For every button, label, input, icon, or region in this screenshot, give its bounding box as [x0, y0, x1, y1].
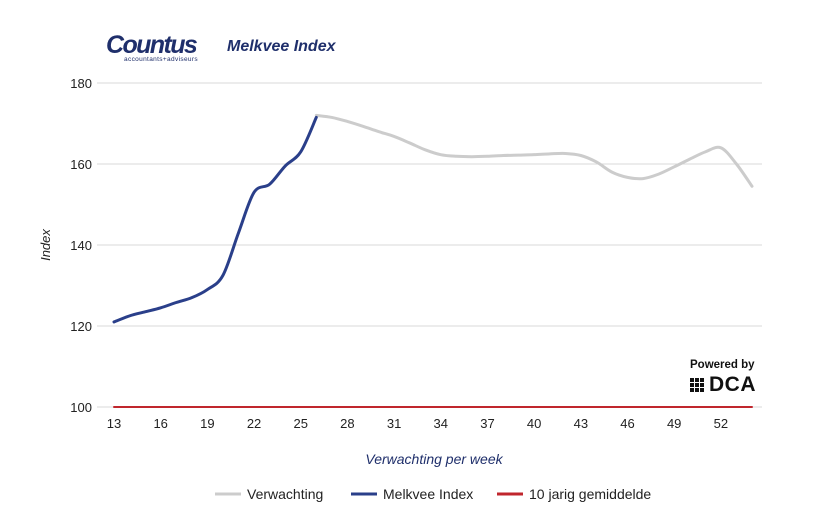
x-tick-label: 25	[293, 416, 307, 431]
powered-by-dca: Powered by DCA	[690, 359, 760, 395]
x-tick-label: 22	[247, 416, 261, 431]
y-tick-label: 120	[70, 319, 92, 334]
legend-label: 10 jarig gemiddelde	[529, 486, 651, 502]
x-tick-label: 34	[434, 416, 448, 431]
x-tick-label: 31	[387, 416, 401, 431]
x-tick-label: 37	[480, 416, 494, 431]
x-axis-ticks: 13 16 19 22 25 28 31 34 37 40 43 46 49 52	[107, 416, 728, 431]
x-tick-label: 46	[620, 416, 634, 431]
x-tick-label: 52	[714, 416, 728, 431]
legend-item: Verwachting	[215, 486, 323, 502]
legend: Verwachting Melkvee Index 10 jarig gemidde…	[215, 486, 651, 502]
countus-logo: Countus accountants+adviseurs	[106, 33, 198, 64]
x-tick-label: 13	[107, 416, 121, 431]
legend-label: Melkvee Index	[383, 486, 473, 502]
powered-by-label: Powered by	[690, 359, 755, 371]
y-tick-label: 100	[70, 400, 92, 415]
x-tick-label: 16	[153, 416, 167, 431]
y-axis-ticks: 100 120 140 160 180	[70, 76, 92, 415]
series-melkvee-index	[112, 115, 318, 324]
logo-tagline: accountants+adviseurs	[124, 56, 199, 63]
x-tick-label: 43	[574, 416, 588, 431]
x-tick-label: 49	[667, 416, 681, 431]
chart-series	[112, 113, 754, 408]
grid-lines	[97, 82, 762, 408]
chart-title: Melkvee Index	[227, 38, 336, 55]
x-axis-label: Verwachting per week	[365, 451, 503, 467]
legend-label: Verwachting	[247, 486, 323, 502]
x-tick-label: 28	[340, 416, 354, 431]
x-tick-label: 19	[200, 416, 214, 431]
series-verwachting	[314, 113, 754, 188]
dca-brand: DCA	[709, 373, 756, 396]
y-axis-label: Index	[38, 229, 53, 261]
y-tick-label: 180	[70, 76, 92, 91]
legend-item: Melkvee Index	[351, 486, 473, 502]
y-tick-label: 160	[70, 157, 92, 172]
x-tick-label: 40	[527, 416, 541, 431]
y-tick-label: 140	[70, 238, 92, 253]
logo-name: Countus	[106, 31, 198, 59]
dca-grid-icon	[690, 378, 704, 392]
legend-item: 10 jarig gemiddelde	[497, 486, 651, 502]
